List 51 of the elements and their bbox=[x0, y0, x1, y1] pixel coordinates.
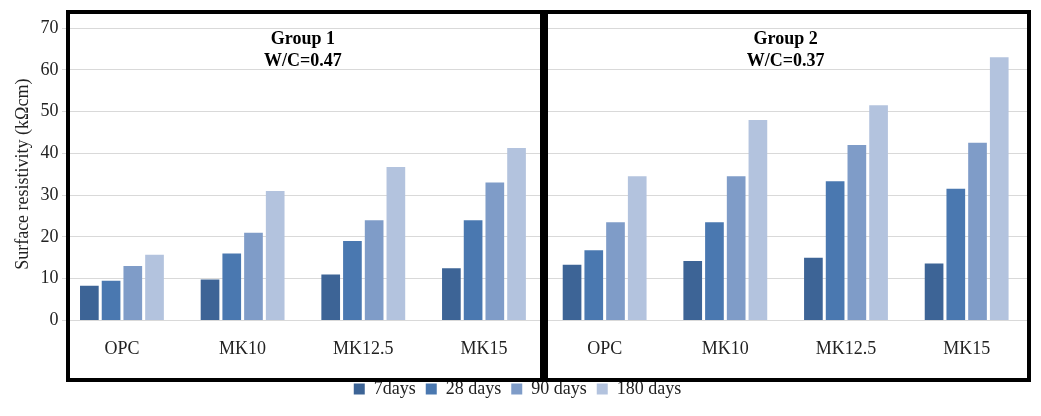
bar bbox=[748, 119, 768, 320]
bar bbox=[627, 176, 647, 320]
bar bbox=[222, 253, 242, 320]
x-tick-label: MK10 bbox=[219, 337, 267, 358]
bar bbox=[101, 280, 121, 320]
x-tick-label: MK12.5 bbox=[333, 337, 394, 358]
y-tick-label: 20 bbox=[40, 225, 59, 246]
y-tick-label: 70 bbox=[40, 16, 59, 37]
bar bbox=[606, 222, 625, 320]
x-tick-label: MK12.5 bbox=[815, 337, 877, 358]
y-tick-label: 50 bbox=[40, 100, 59, 121]
y-tick-label: 30 bbox=[40, 183, 59, 204]
bar bbox=[804, 257, 823, 320]
bar bbox=[145, 254, 164, 320]
bar bbox=[364, 220, 384, 320]
y-tick-label: 10 bbox=[40, 267, 59, 288]
y-tick-label: 0 bbox=[49, 309, 59, 330]
bar bbox=[847, 144, 867, 320]
x-tick-label: MK15 bbox=[943, 337, 991, 358]
y-axis-title: Surface resistivity (kΩcm) bbox=[11, 78, 33, 270]
bar bbox=[562, 264, 582, 320]
bar bbox=[869, 105, 888, 320]
bar bbox=[244, 232, 263, 320]
bar bbox=[726, 176, 746, 320]
bar bbox=[463, 220, 483, 320]
bar bbox=[386, 167, 406, 320]
bar bbox=[507, 147, 526, 320]
bar bbox=[584, 250, 604, 320]
bar bbox=[442, 268, 461, 320]
bar bbox=[825, 181, 845, 320]
bar bbox=[80, 285, 99, 320]
bar bbox=[968, 142, 987, 320]
x-tick-label: OPC bbox=[587, 337, 623, 358]
bar bbox=[123, 266, 143, 320]
bar bbox=[265, 190, 285, 320]
x-tick-label: MK10 bbox=[701, 337, 749, 358]
y-tick-label: 40 bbox=[40, 142, 59, 163]
bar bbox=[200, 279, 220, 320]
y-tick-label: 60 bbox=[40, 58, 59, 79]
annotation: Group 2 W/C=0.37 bbox=[746, 27, 825, 70]
bar bbox=[321, 274, 341, 320]
bar bbox=[485, 182, 505, 320]
x-tick-label: OPC bbox=[104, 337, 140, 358]
bar bbox=[924, 263, 944, 320]
bar bbox=[343, 241, 362, 320]
bar bbox=[989, 57, 1009, 320]
bar bbox=[705, 222, 724, 320]
bar bbox=[683, 261, 703, 320]
x-tick-label: MK15 bbox=[460, 337, 508, 358]
annotation: Group 1 W/C=0.47 bbox=[264, 27, 342, 70]
bar bbox=[946, 188, 966, 320]
